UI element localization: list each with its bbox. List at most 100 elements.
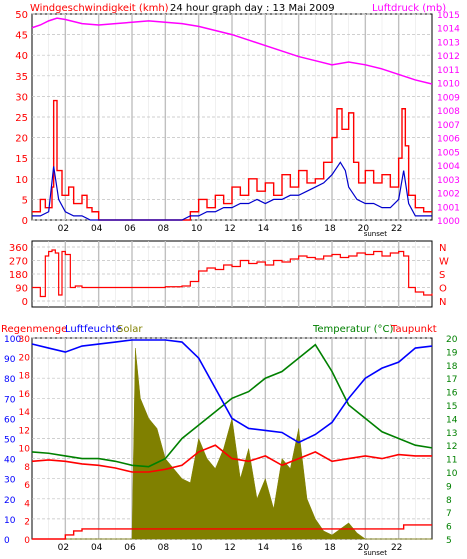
direction-tick-label: 90 — [15, 284, 28, 295]
direction-tick-label: 0 — [22, 297, 28, 308]
wind-speed-axis-title: Windgeschwindigkeit (kmh) — [30, 3, 169, 14]
time-tick-label: 20 — [358, 224, 370, 234]
pressure-tick-label: 1013 — [437, 38, 460, 48]
time-tick-label: 20 — [358, 543, 370, 553]
compass-tick-label: S — [439, 270, 445, 281]
wind-speed-tick-label: 0 — [22, 216, 28, 227]
pressure-tick-label: 1003 — [437, 176, 460, 186]
humidity-tick-label: 40 — [4, 456, 16, 466]
wind-speed-tick-label: 45 — [15, 31, 28, 42]
pressure-tick-label: 1001 — [437, 203, 460, 213]
rain-tick-label: 2 — [24, 518, 30, 528]
wind-speed-tick-label: 15 — [15, 154, 28, 165]
humidity-tick-label: 20 — [4, 496, 16, 506]
humidity-tick-label: 80 — [4, 375, 16, 385]
pressure-tick-label: 1008 — [437, 107, 460, 117]
pressure-tick-label: 1006 — [437, 135, 460, 145]
temperature-tick-label: 11 — [446, 456, 457, 466]
temperature-tick-label: 13 — [446, 429, 457, 439]
temperature-tick-label: 16 — [446, 389, 458, 399]
direction-tick-label: 270 — [9, 257, 28, 268]
humidity-tick-label: 70 — [4, 395, 16, 405]
humidity-tick-label: 0 — [4, 536, 10, 546]
pressure-tick-label: 1010 — [437, 80, 460, 90]
rain-tick-label: 16 — [19, 390, 31, 400]
temperature-tick-label: 10 — [446, 469, 458, 479]
time-tick-label: 06 — [124, 543, 136, 553]
wind-speed-tick-label: 20 — [15, 134, 28, 145]
humidity-tick-label: 100 — [4, 335, 21, 345]
time-tick-label: 18 — [324, 543, 336, 553]
temperature-line — [31, 343, 433, 468]
pressure-tick-label: 1002 — [437, 190, 460, 200]
wind-speed-tick-label: 25 — [15, 113, 28, 124]
pressure-axis-title: Luftdruck (mb) — [372, 3, 446, 14]
time-tick-label: 22 — [391, 224, 402, 234]
time-tick-label: 12 — [224, 224, 235, 234]
wind-speed-line — [32, 99, 432, 221]
pressure-tick-label: 1012 — [437, 52, 460, 62]
direction-tick-label: 360 — [9, 243, 28, 254]
compass-tick-label: O — [439, 284, 447, 295]
temperature-tick-label: 18 — [446, 362, 458, 372]
temperature-tick-label: 15 — [446, 402, 457, 412]
temperature-tick-label: 5 — [446, 536, 452, 546]
pressure-tick-label: 1000 — [437, 217, 460, 227]
rain-tick-label: 4 — [24, 499, 30, 509]
time-tick-label: 10 — [191, 543, 203, 553]
temperature-tick-label: 8 — [446, 496, 452, 506]
temperature-tick-label: 19 — [446, 348, 458, 358]
compass-tick-label: W — [439, 257, 449, 268]
rain-tick-label: 14 — [19, 408, 31, 418]
time-tick-label: 02 — [58, 224, 69, 234]
rain-label: Regenmenge — [1, 324, 67, 335]
temperature-tick-label: 7 — [446, 509, 452, 519]
temperature-tick-label: 9 — [446, 482, 452, 492]
rain-tick-label: 30 — [19, 335, 31, 345]
time-tick-label: 08 — [158, 224, 170, 234]
temperature-label: Temperatur (°C) — [312, 324, 393, 335]
time-tick-label: 08 — [158, 543, 170, 553]
pressure-tick-label: 1004 — [437, 162, 460, 172]
time-tick-label: 22 — [391, 543, 402, 553]
wind-direction-line — [32, 249, 433, 298]
time-tick-label: 02 — [58, 543, 69, 553]
temperature-tick-label: 6 — [446, 523, 452, 533]
pressure-tick-label: 1011 — [437, 66, 460, 76]
rain-line — [32, 524, 432, 540]
chart-title: 24 hour graph day : 13 Mai 2009 — [170, 3, 335, 14]
temperature-tick-label: 12 — [446, 442, 457, 452]
time-tick-label: 14 — [258, 543, 270, 553]
time-tick-label: 16 — [291, 224, 303, 234]
wind-speed-tick-label: 50 — [15, 10, 28, 21]
dewpoint-line — [31, 444, 432, 473]
series-layer — [31, 17, 433, 540]
pressure-tick-label: 1009 — [437, 93, 460, 103]
compass-tick-label: N — [439, 297, 446, 308]
rain-tick-label: 18 — [19, 372, 31, 382]
sunset-label: sunset — [364, 549, 387, 557]
wind-gust-line — [32, 161, 432, 221]
rain-tick-label: 10 — [19, 445, 31, 455]
wind-speed-tick-label: 30 — [15, 92, 28, 103]
rain-tick-label: 0 — [24, 536, 30, 546]
pressure-tick-label: 1015 — [437, 11, 460, 21]
humidity-tick-label: 30 — [4, 476, 16, 486]
pressure-tick-label: 1014 — [437, 25, 460, 35]
humidity-tick-label: 60 — [4, 415, 16, 425]
direction-tick-label: 180 — [9, 270, 28, 281]
sunset-label: sunset — [364, 230, 387, 238]
wind-speed-tick-label: 5 — [22, 195, 28, 206]
humidity-tick-label: 10 — [4, 516, 16, 526]
humidity-tick-label: 50 — [4, 436, 16, 446]
pressure-tick-label: 1007 — [437, 121, 460, 131]
pressure-tick-label: 1005 — [437, 148, 460, 158]
time-tick-label: 18 — [324, 224, 336, 234]
temperature-tick-label: 14 — [446, 415, 458, 425]
time-tick-label: 04 — [91, 543, 103, 553]
compass-tick-label: N — [439, 243, 446, 254]
solar-label: Solar — [117, 324, 143, 335]
rain-tick-label: 20 — [19, 353, 31, 363]
wind-speed-tick-label: 35 — [15, 72, 28, 83]
